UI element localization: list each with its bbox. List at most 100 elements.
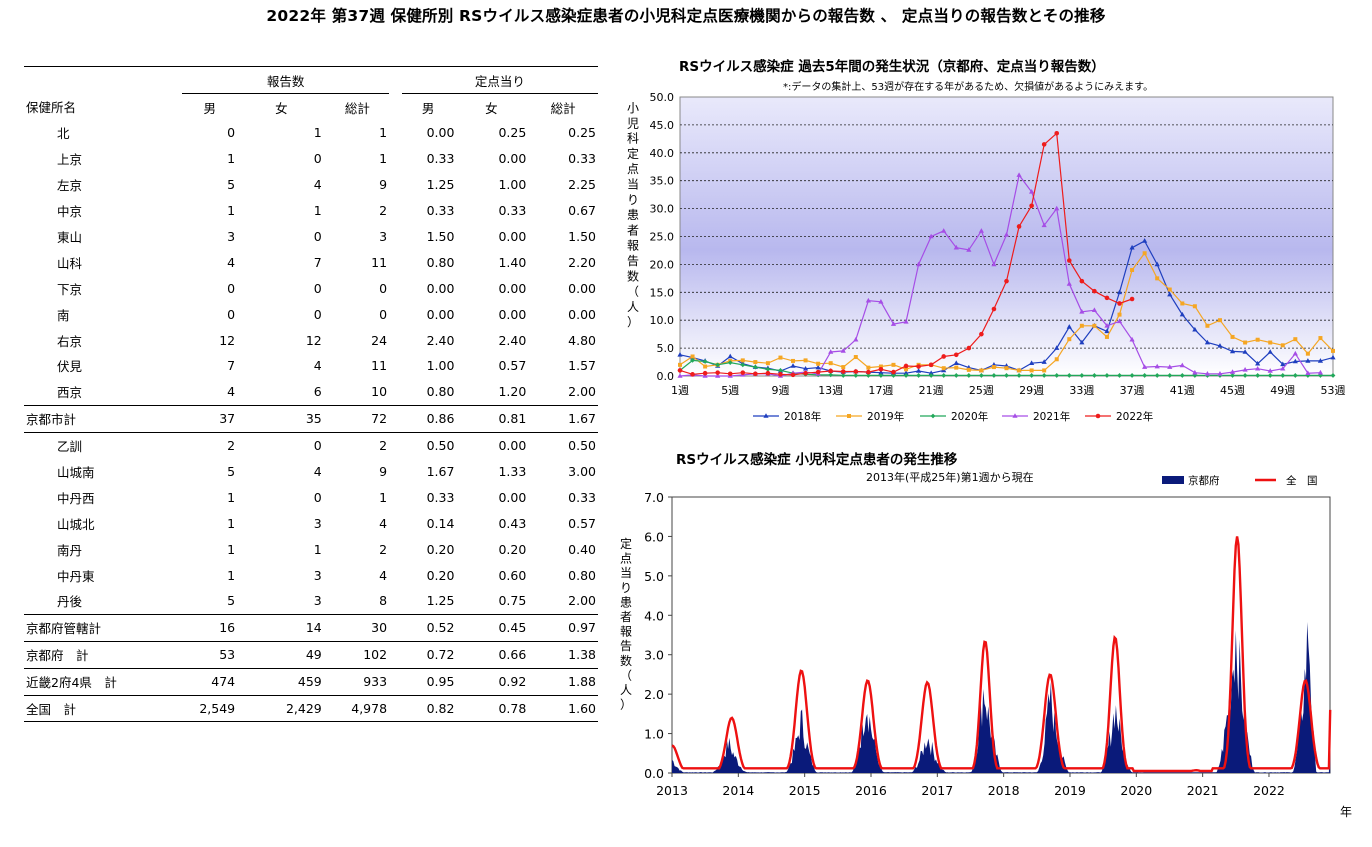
data-point — [678, 362, 682, 367]
data-point — [777, 373, 784, 378]
data-point — [1092, 323, 1097, 328]
cell-female: 0 — [313, 229, 322, 244]
data-point — [690, 357, 695, 363]
y-axis-label-char: 当 — [620, 566, 632, 580]
data-point — [715, 362, 721, 368]
cell-rate-total: 2.00 — [568, 593, 596, 609]
data-point — [765, 365, 771, 370]
data-point — [1041, 359, 1047, 364]
data-point — [1230, 373, 1235, 378]
cell-female: 49 — [237, 640, 326, 669]
data-point — [740, 372, 746, 377]
data-point — [1116, 318, 1123, 324]
data-point — [828, 349, 834, 354]
data-point — [715, 362, 720, 367]
cell-total: 0 — [379, 306, 388, 322]
data-point — [978, 228, 984, 233]
y-axis-label-char: 者 — [627, 223, 639, 237]
cell-rate-female: 0.00 — [454, 431, 529, 459]
data-point — [1154, 363, 1160, 369]
cell-total: 11 — [371, 254, 388, 270]
cell-female: 1 — [313, 541, 322, 557]
cell-rate-female: 0.25 — [498, 125, 527, 141]
cell-rate-total: 4.80 — [568, 332, 596, 348]
data-point — [727, 373, 733, 378]
data-point — [1305, 351, 1310, 356]
cell-male: 1 — [227, 203, 236, 219]
data-point — [1331, 348, 1335, 353]
data-point — [1167, 291, 1173, 297]
data-point — [815, 369, 821, 375]
gap-cell — [389, 431, 402, 459]
cell-female: 4 — [313, 177, 322, 193]
data-point — [1029, 373, 1035, 378]
data-point — [1317, 369, 1324, 375]
cell-rate-female: 0.75 — [498, 593, 527, 609]
data-point — [1041, 373, 1047, 378]
data-point — [1004, 278, 1009, 284]
legend-label: 2021年 — [1033, 410, 1070, 423]
cell-rate-male: 0.00 — [426, 306, 455, 322]
cell-rate-female: 0.66 — [454, 640, 529, 669]
table-row: 中丹東 1 3 4 0.20 0.60 0.80 — [24, 562, 598, 588]
y-axis-label-char: 数 — [620, 653, 632, 668]
y-axis-label-char: 人 — [620, 683, 632, 697]
data-point — [777, 368, 784, 373]
data-point — [1129, 373, 1135, 378]
data-point — [702, 358, 708, 363]
cell-rate-male: 0.00 — [426, 125, 455, 141]
data-point — [1042, 368, 1047, 373]
x-tick-label: 9週 — [771, 384, 789, 397]
table-row: 京都市計 37 35 72 0.86 0.81 1.67 — [24, 404, 598, 433]
data-point — [1142, 364, 1148, 369]
gap-cell — [389, 327, 402, 353]
data-point — [1129, 296, 1135, 302]
group-header-reports: 報告数 — [182, 66, 390, 94]
column-header-row: 保健所名 男 女 総計 男 女 総計 — [24, 94, 598, 121]
data-point — [1280, 361, 1286, 367]
row-name: 山城北 — [57, 516, 95, 532]
cell-total: 24 — [371, 332, 388, 348]
cell-rate-female: 0.92 — [454, 667, 529, 696]
cell-male: 1 — [227, 541, 236, 557]
gap-cell — [389, 613, 402, 642]
data-point — [1142, 251, 1147, 256]
y-axis-label-char: 点 — [620, 552, 632, 566]
row-name: 北 — [57, 126, 70, 142]
data-point — [954, 365, 959, 370]
data-point — [765, 361, 770, 366]
cell-rate-total: 1.50 — [568, 229, 596, 244]
data-point — [1066, 324, 1072, 329]
table-row: 北 0 1 1 0.00 0.25 0.25 — [24, 120, 598, 146]
cell-rate-male: 0.20 — [426, 567, 455, 583]
data-point — [1242, 373, 1248, 378]
data-point — [1016, 373, 1022, 378]
x-tick-label: 13週 — [818, 384, 843, 397]
data-point — [828, 361, 833, 366]
data-point — [790, 372, 796, 378]
cell-rate-male: 0.00 — [426, 280, 455, 296]
table-row: 近畿2府4県 計 474 459 933 0.95 0.92 1.88 — [24, 667, 598, 696]
cell-rate-total: 2.20 — [568, 254, 596, 270]
data-point — [753, 360, 758, 365]
cell-female: 0 — [313, 489, 322, 505]
data-point — [715, 370, 720, 375]
data-point — [1268, 340, 1273, 345]
data-point — [715, 373, 721, 378]
row-name: 京都府 計 — [24, 640, 183, 669]
blank-cell — [24, 66, 183, 94]
data-point — [1204, 370, 1211, 376]
cell-rate-male: 1.25 — [426, 593, 455, 609]
cell-female: 3 — [313, 593, 322, 609]
data-point — [1317, 358, 1324, 363]
cell-total: 8 — [379, 593, 388, 609]
data-point — [853, 355, 858, 360]
data-point — [803, 358, 808, 363]
data-point — [1192, 326, 1198, 332]
col-header-rate-total: 総計 — [550, 100, 576, 116]
data-point — [1079, 339, 1085, 345]
y-tick-label: 7.0 — [644, 490, 664, 505]
data-point — [1003, 232, 1010, 237]
cell-male: 4 — [227, 384, 236, 400]
row-name: 中丹西 — [57, 490, 95, 506]
